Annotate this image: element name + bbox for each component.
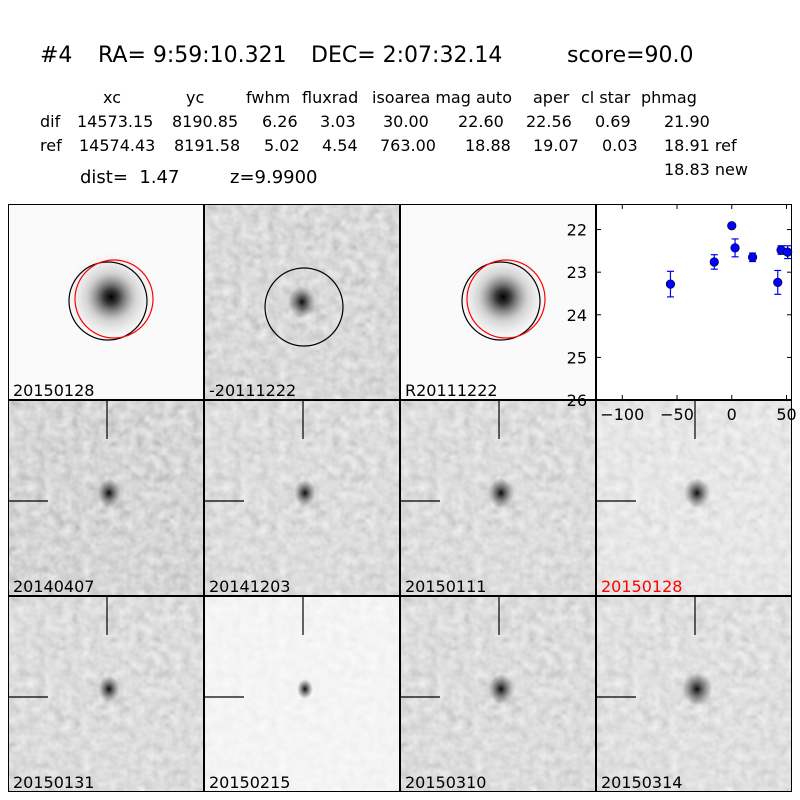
stamp-date-label: 20150215	[209, 773, 291, 792]
table-cell: 4.54	[322, 136, 358, 155]
aperture-black	[461, 261, 541, 341]
table-cell: 0.69	[595, 112, 631, 131]
y-tick-label: 22	[567, 221, 587, 240]
data-point	[665, 279, 676, 289]
stamp-date-label: 20150131	[13, 773, 95, 792]
image-stamp: 20150128	[8, 204, 204, 400]
score: score=90.0	[567, 43, 694, 68]
image-stamp: 20150310	[400, 596, 596, 792]
table-cell: 14573.15	[77, 112, 154, 131]
row-label: ref	[40, 136, 62, 155]
column-header: yc	[186, 88, 205, 107]
data-point	[783, 247, 793, 257]
column-header: cl star	[581, 88, 631, 107]
stamp-date-label: 20150314	[601, 773, 683, 792]
image-stamp: 20150131	[8, 596, 204, 792]
plot-frame	[596, 204, 792, 400]
image-stamp: 20150314	[596, 596, 792, 792]
y-tick-label: 23	[567, 263, 587, 282]
y-tick-label: 24	[567, 306, 587, 325]
table-cell: 19.07	[533, 136, 579, 155]
table-cell: 6.26	[262, 112, 298, 131]
column-header: aper	[533, 88, 570, 107]
data-point	[730, 243, 740, 253]
image-stamp: R20111222	[400, 204, 596, 400]
data-point	[773, 277, 783, 287]
stamp-date-label: 20140407	[13, 577, 95, 596]
column-header: fwhm	[246, 88, 291, 107]
data-point	[709, 257, 719, 267]
image-stamp: 20150215	[204, 596, 400, 792]
table-cell: 8190.85	[172, 112, 239, 131]
image-stamp: 20140407	[8, 400, 204, 596]
table-cell: 0.03	[602, 136, 638, 155]
stamp-date-label: 20150128	[13, 381, 95, 400]
table-cell: 8191.58	[174, 136, 241, 155]
data-point	[747, 252, 758, 262]
row-label: dif	[40, 112, 61, 131]
stamp-date-label: 20150310	[405, 773, 487, 792]
table-cell: 14574.43	[79, 136, 156, 155]
data-point	[727, 221, 737, 231]
aperture-red	[466, 259, 546, 339]
stamp-date-label: R20111222	[405, 381, 498, 400]
column-header: isoarea mag auto	[372, 88, 512, 107]
table-cell: 22.56	[526, 112, 572, 131]
y-tick-label: 25	[567, 348, 587, 367]
image-stamp: 20150128	[596, 400, 792, 596]
aperture-black	[264, 267, 344, 347]
table-cell: 21.90	[664, 112, 710, 131]
image-stamp: 20141203	[204, 400, 400, 596]
column-header: fluxrad	[302, 88, 359, 107]
table-cell: 5.02	[264, 136, 300, 155]
stamp-date-label: -20111222	[209, 381, 297, 400]
image-stamp: 20150111	[400, 400, 596, 596]
stamp-date-label: 20150128	[601, 577, 683, 596]
table-cell: 30.00	[383, 112, 429, 131]
redshift: z=9.9900	[230, 167, 318, 188]
dec-coordinate: DEC= 2:07:32.14	[311, 43, 503, 68]
column-header: xc	[103, 88, 121, 107]
x-tick-label: −100	[600, 405, 644, 424]
table-cell: 18.91 ref	[664, 136, 737, 155]
aperture-black	[68, 261, 148, 341]
stamp-date-label: 20141203	[209, 577, 291, 596]
image-stamp: -20111222	[204, 204, 400, 400]
x-tick-label: −50	[660, 405, 694, 424]
new-magnitude: 18.83 new	[664, 160, 748, 179]
table-cell: 18.88	[465, 136, 511, 155]
x-tick-label: 50	[776, 405, 796, 424]
stamp-date-label: 20150111	[405, 577, 487, 596]
distance: dist= 1.47	[80, 167, 180, 188]
aperture-red	[74, 259, 154, 339]
light-curve-chart: 22 23 24 25 26 −100 −50 0 50	[567, 204, 797, 424]
column-header: phmag	[641, 88, 697, 107]
x-tick-label: 0	[727, 405, 737, 424]
y-tick-label: 26	[567, 391, 587, 410]
table-cell: 3.03	[320, 112, 356, 131]
table-cell: 763.00	[380, 136, 436, 155]
ra-coordinate: RA= 9:59:10.321	[98, 43, 287, 68]
table-cell: 22.60	[458, 112, 504, 131]
candidate-id: #4	[40, 43, 73, 68]
